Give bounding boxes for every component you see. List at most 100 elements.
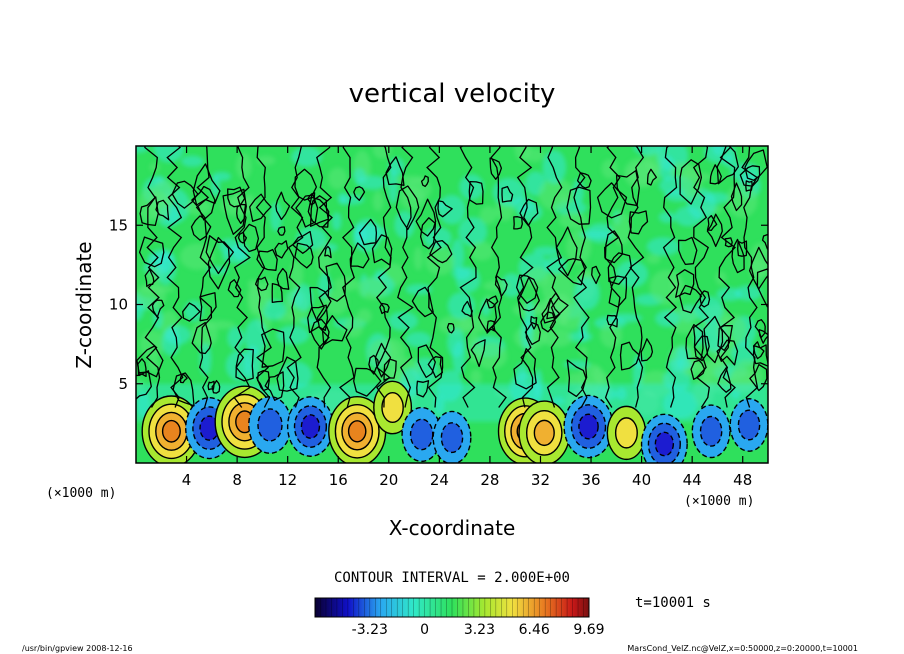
contour-line [516,146,534,408]
texture-blob [211,171,232,182]
contour-loop [207,380,215,391]
contour-line [692,146,710,408]
contour-line [741,146,759,408]
texture-blob [458,217,488,247]
contour-loop [254,276,269,292]
texture-blob [289,260,304,290]
contour-line [286,146,304,408]
texture-blob [542,150,567,184]
texture-blob [649,269,685,306]
contour-loop [358,218,378,246]
time-label: t=10001 s [635,595,711,611]
contour-loop [706,213,723,248]
colorbar: -3.23 0 3.23 6.46 9.69 [314,597,605,638]
contour-loop [606,314,618,328]
texture-blob [262,299,286,320]
texture-blob [235,153,252,180]
cell-fill [655,432,674,456]
texture-blob [206,266,229,275]
texture-blob [655,310,681,328]
x-tick-label: 20 [379,471,398,489]
contour-loop [249,193,272,222]
contour-loop [427,356,444,379]
contour-loop [138,236,165,268]
cell-fill [348,420,366,442]
cell-contour [578,413,599,440]
contour-loop [501,185,514,203]
texture-blob [479,206,497,225]
texture-blob [269,202,282,232]
contour-loop [211,379,221,394]
contour-line [459,146,477,408]
downdraft-cell [640,413,688,463]
contour-loop [275,191,291,221]
contour-loop [468,180,484,205]
contour-loop [470,339,486,368]
contour-loop [724,237,733,248]
contour-loop [679,284,703,314]
texture-blob [646,254,661,264]
texture-blob [579,230,612,239]
contour-loop [429,239,453,264]
contour-loop [294,242,314,269]
cell-contour [293,405,328,448]
texture-blob [458,315,490,333]
contour-loop [179,373,188,384]
x-tick-label: 40 [632,471,651,489]
x-tick-label: 4 [182,471,192,489]
texture-blob [405,283,433,295]
cell-fill [700,416,722,447]
colorbar-tick-label: 6.46 [519,622,550,638]
contour-loop [566,186,592,225]
x-tick-label: 32 [531,471,550,489]
contour-loop [628,210,649,235]
contour-loop [192,163,221,206]
texture-blob [357,277,388,300]
downdraft-cell [691,404,731,459]
texture-blob [459,173,484,200]
contour-loop [699,290,711,308]
velocity-field [136,146,768,463]
texture-blob [666,359,692,371]
x-tick-label: 28 [480,471,499,489]
texture-blob [524,148,545,163]
contour-loop [237,231,248,244]
cell-contour [257,408,283,442]
contour-loop [437,200,453,218]
contour-loop [383,358,397,381]
texture-blob [399,185,425,210]
contour-loop [368,354,380,375]
texture-blob [680,166,703,199]
contour-line [338,146,355,408]
contour-loop [730,182,743,212]
texture-blob [452,340,466,375]
contour-loop [557,258,586,286]
y-tick-label: 5 [118,375,128,393]
texture-blob [338,194,365,205]
updraft-cell [141,395,202,463]
contour-loop [191,185,216,221]
texture-blob [276,325,310,345]
texture-blob [328,167,348,190]
cell-fill [534,420,555,446]
x-axis-label: X-coordinate [389,516,516,540]
cell-contour [440,422,464,454]
texture-blob [469,241,494,261]
cell-contour [691,404,731,459]
contour-loop [717,367,732,393]
contour-loop [307,196,330,228]
updraft-cell [606,405,647,461]
contour-loop [461,300,473,318]
contour-loop [596,182,628,219]
contour-line [397,146,414,408]
contour-loop [182,302,201,322]
cell-contour [300,414,321,439]
cell-contour [737,409,761,441]
texture-blob [244,319,268,355]
contour-loop [761,233,768,250]
cell-contour [432,410,472,463]
contour-loop [748,246,768,290]
contour-loop [619,341,640,371]
texture-blob [492,177,526,207]
